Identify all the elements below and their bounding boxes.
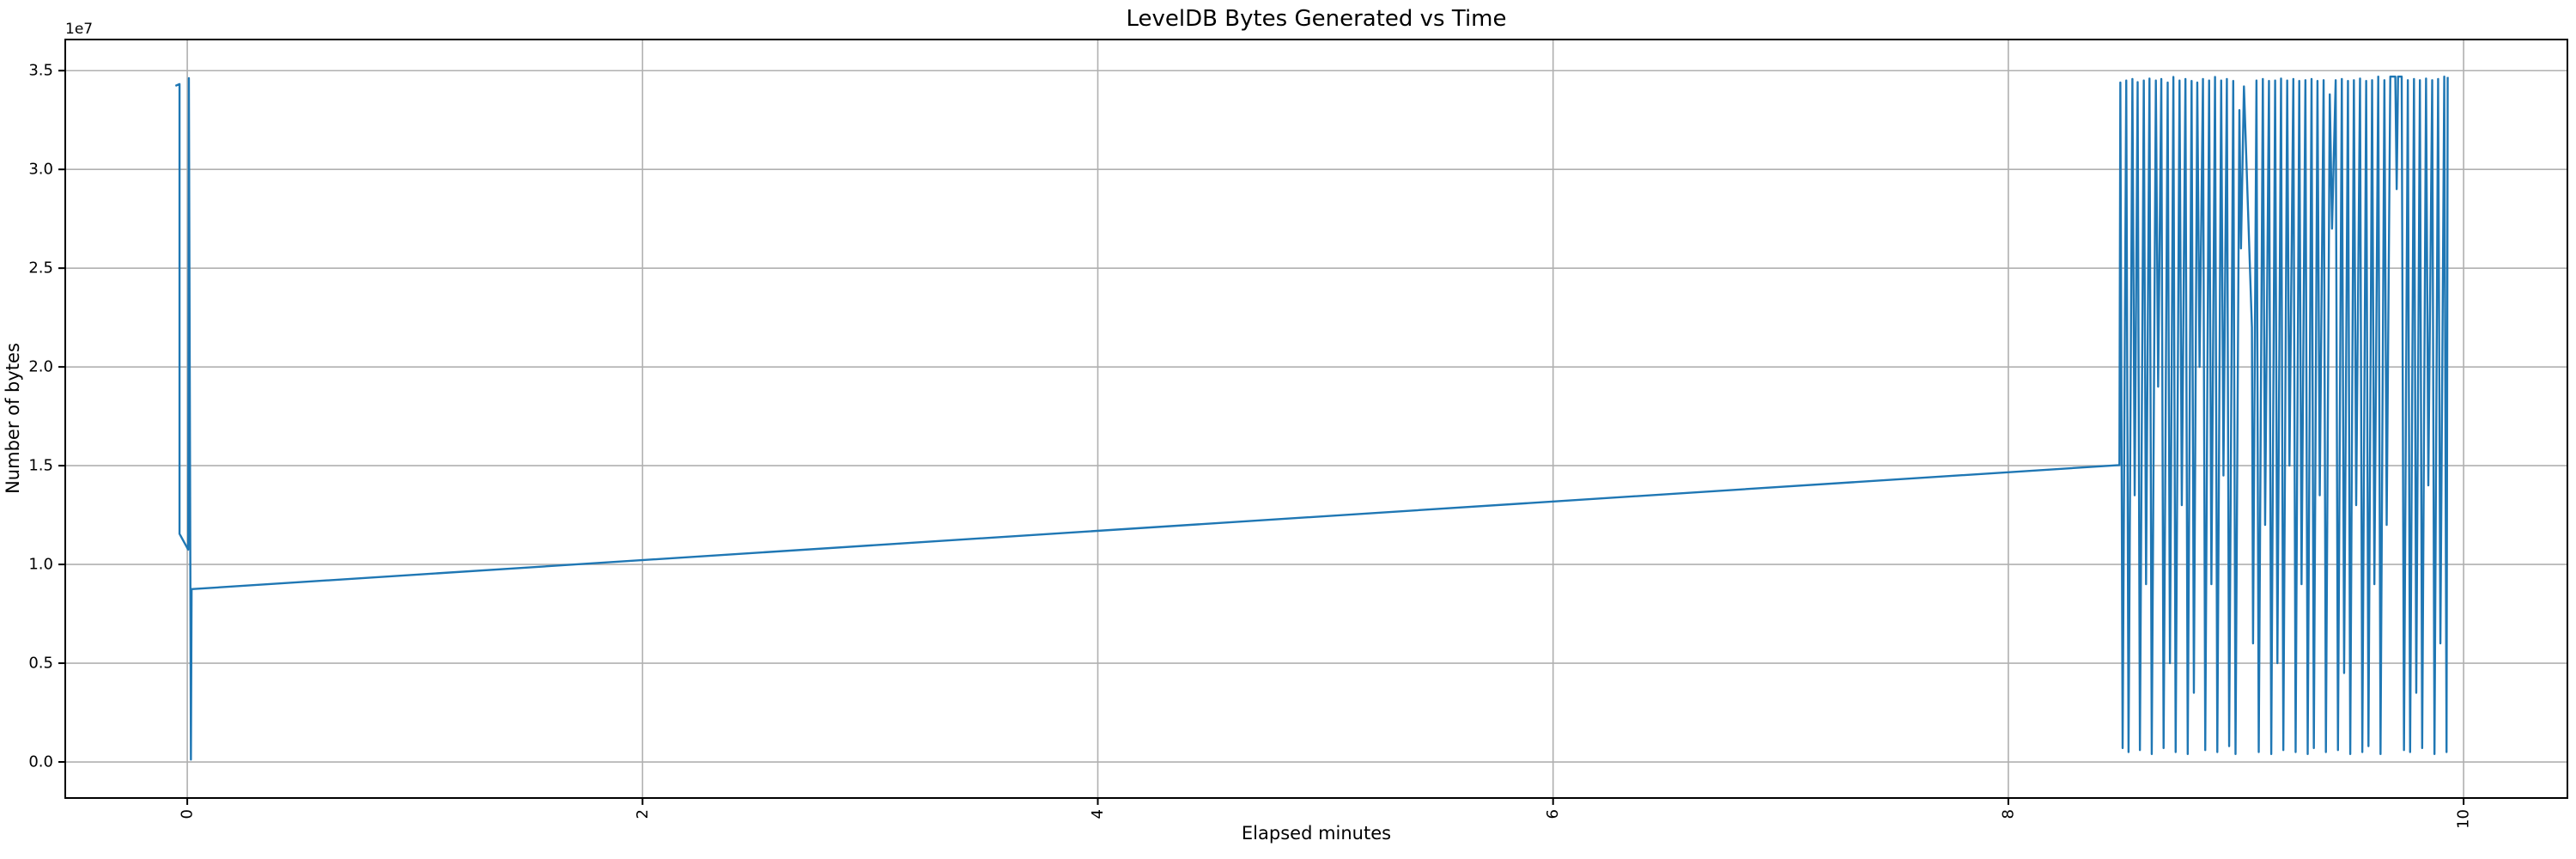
y-tick-label: 2.5 bbox=[28, 259, 53, 277]
x-tick-label: 6 bbox=[1544, 809, 1562, 819]
x-tick-label: 8 bbox=[1999, 809, 2017, 819]
y-tick-label: 2.0 bbox=[28, 358, 53, 376]
tick-label-layer: 0 2 4 6 8 10 0.0 0.5 1.0 1.5 2.0 2.5 3.0 3.5 bbox=[28, 62, 2472, 829]
plot-border bbox=[64, 39, 2568, 799]
x-tick-label: 0 bbox=[179, 809, 197, 819]
y-tick-label: 1.5 bbox=[28, 457, 53, 475]
x-tick-label: 4 bbox=[1089, 809, 1107, 819]
y-tick-label: 3.0 bbox=[28, 161, 53, 179]
tick-layer bbox=[58, 70, 2465, 805]
y-axis-label: Number of bytes bbox=[3, 343, 23, 494]
y-tick-label: 3.5 bbox=[28, 62, 53, 80]
data-line bbox=[174, 75, 2449, 761]
data-layer bbox=[174, 75, 2449, 761]
x-tick-label: 10 bbox=[2455, 809, 2473, 829]
chart-title: LevelDB Bytes Generated vs Time bbox=[1126, 6, 1506, 32]
y-tick-label: 0.5 bbox=[28, 655, 53, 673]
x-axis-label: Elapsed minutes bbox=[1242, 823, 1391, 844]
y-axis-offset-label: 1e7 bbox=[65, 21, 93, 38]
y-tick-label: 0.0 bbox=[28, 753, 53, 771]
x-tick-label: 2 bbox=[634, 809, 652, 819]
y-tick-label: 1.0 bbox=[28, 556, 53, 574]
